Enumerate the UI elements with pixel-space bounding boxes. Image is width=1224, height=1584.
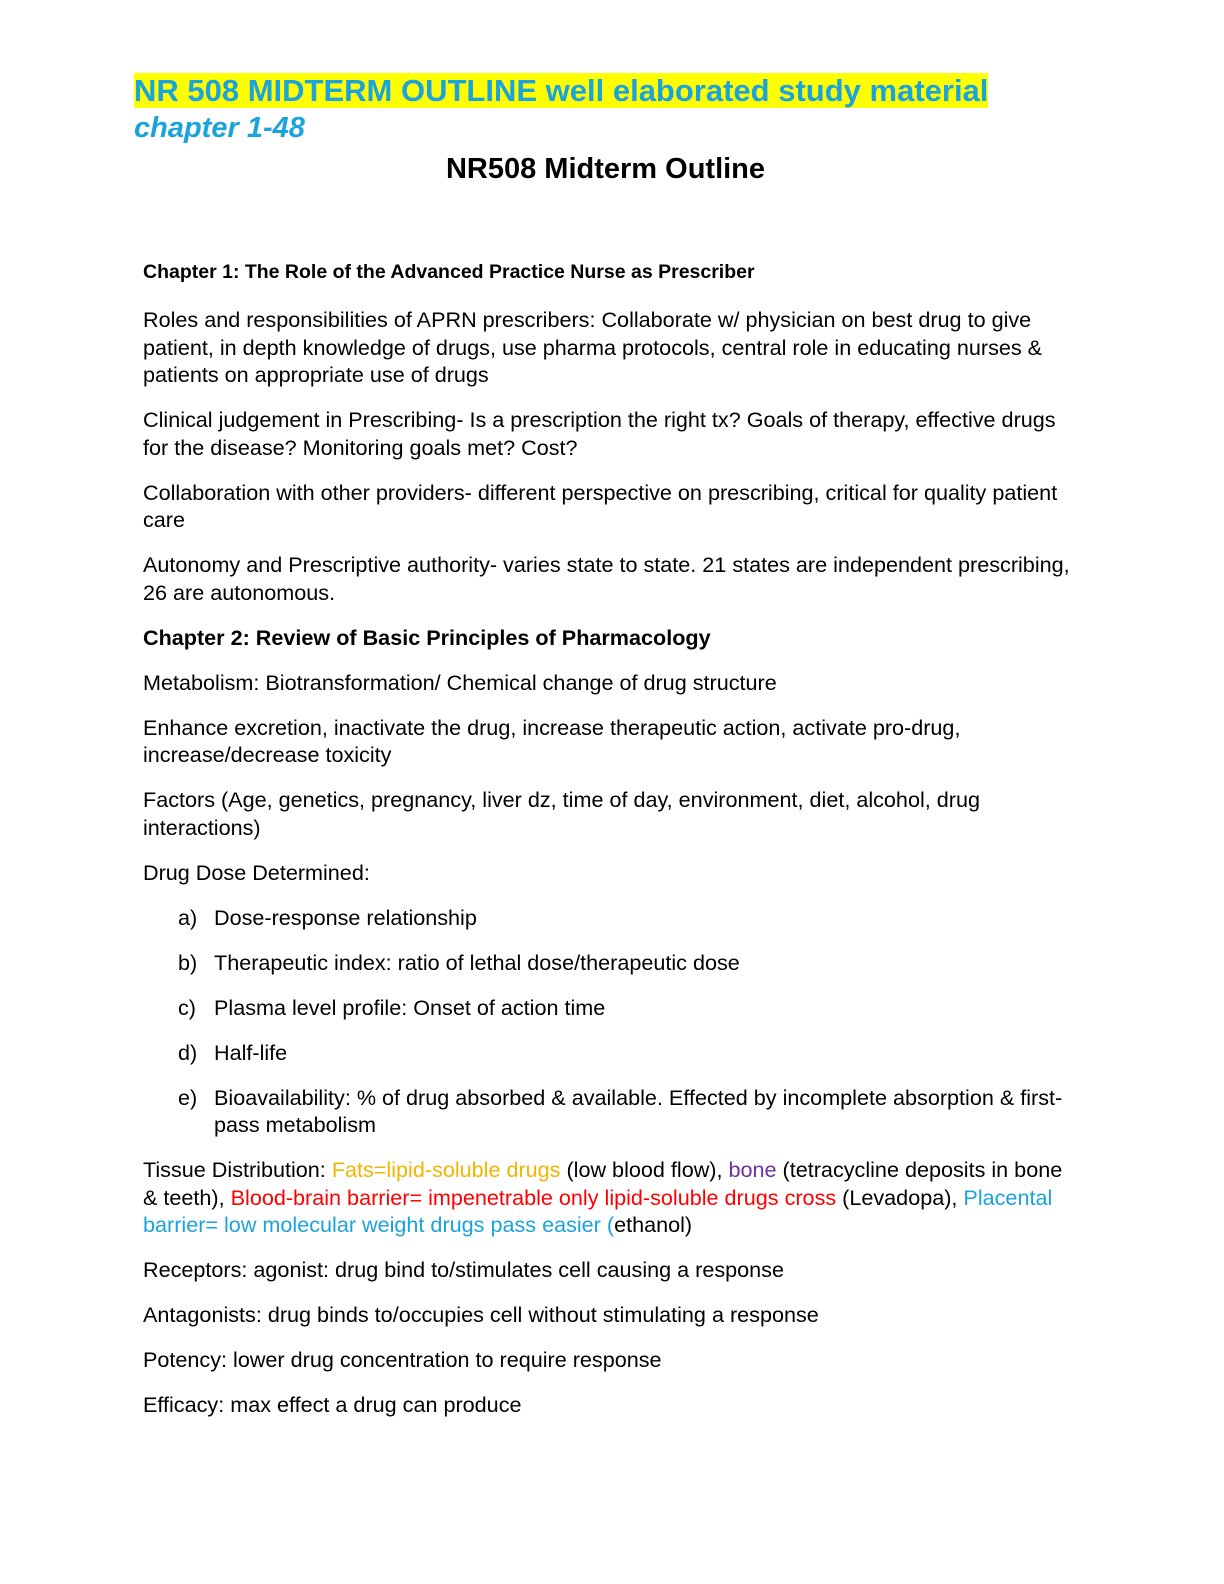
list-item: b) Therapeutic index: ratio of lethal dos… — [143, 949, 1073, 977]
chapter-2-paragraph-antagonists: Antagonists: drug binds to/occupies cell… — [143, 1302, 819, 1327]
chapter-2-paragraph-tissue-distribution: Tissue Distribution: Fats=lipid-soluble … — [143, 1156, 1073, 1239]
list-item: a) Dose-response relationship — [143, 904, 1073, 932]
dose-determinants-list: a) Dose-response relationship b) Therapeut… — [143, 904, 1073, 1139]
doc-banner-subtitle: chapter 1-48 — [134, 112, 305, 144]
list-marker: e) — [178, 1084, 198, 1110]
list-item-text: Dose-response relationship — [214, 904, 477, 930]
list-marker: d) — [178, 1039, 198, 1065]
tissue-placenta-after: ethanol) — [614, 1212, 693, 1237]
chapter-2-paragraph-receptors: Receptors: agonist: drug bind to/stimula… — [143, 1257, 784, 1282]
tissue-fats-highlight: Fats=lipid-soluble drugs — [331, 1157, 561, 1182]
tissue-bbb-after: (Levadopa), — [836, 1184, 964, 1210]
document-body: Chapter 1: The Role of the Advanced Prac… — [143, 256, 1073, 1436]
list-item-text: Plasma level profile: Onset of action ti… — [214, 994, 606, 1020]
chapter-1-paragraph-collaboration: Collaboration with other providers- diff… — [143, 479, 1058, 533]
tissue-placenta-highlight: Placental barrier= low molecular weight … — [143, 1184, 1053, 1238]
list-item: e) Bioavailability: % of drug absorbed & … — [143, 1084, 1073, 1139]
list-item: d) Half-life — [143, 1039, 1073, 1067]
list-item-text: Bioavailability: % of drug absorbed & av… — [214, 1084, 1063, 1138]
chapter-2-paragraph-potency: Potency: lower drug concentration to req… — [143, 1347, 662, 1372]
list-item-text: Half-life — [214, 1039, 288, 1065]
tissue-fats-after: (low blood flow), — [560, 1157, 729, 1182]
chapter-2-paragraph-efficacy: Efficacy: max effect a drug can produce — [143, 1392, 522, 1417]
tissue-bone-highlight: bone — [728, 1157, 777, 1182]
list-item-text: Therapeutic index: ratio of lethal dose/… — [214, 949, 740, 975]
chapter-2-paragraph-factors: Factors (Age, genetics, pregnancy, liver… — [143, 787, 980, 840]
chapter-1-paragraph-autonomy: Autonomy and Prescriptive authority- var… — [143, 552, 1070, 605]
list-marker: a) — [178, 904, 198, 930]
chapter-2-paragraph-excretion: Enhance excretion, inactivate the drug, … — [143, 714, 961, 768]
chapter-1-paragraph-clinical-judgement: Clinical judgement in Prescribing- Is a … — [143, 407, 1056, 460]
doc-title: NR508 Midterm Outline — [445, 153, 766, 185]
tissue-bbb-highlight: Blood-brain barrier= impenetrable only l… — [230, 1184, 837, 1210]
chapter-2-heading: Chapter 2: Review of Basic Principles of… — [143, 624, 711, 650]
chapter-1-heading: Chapter 1: The Role of the Advanced Prac… — [143, 261, 755, 283]
chapter-2-paragraph-metabolism: Metabolism: Biotransformation/ Chemical … — [143, 669, 777, 695]
chapter-1-paragraph-roles: Roles and responsibilities of APRN presc… — [143, 307, 1043, 387]
tissue-bone-after: (tetracycline deposits in bone & teeth), — [143, 1157, 1063, 1210]
list-item: c) Plasma level profile: Onset of action … — [143, 994, 1073, 1022]
tissue-lead: Tissue Distribution: — [143, 1157, 332, 1182]
chapter-2-paragraph-dose-determined: Drug Dose Determined: — [143, 859, 370, 885]
list-marker: b) — [178, 949, 198, 975]
banner-highlight: NR 508 MIDTERM OUTLINE well elaborated s… — [134, 73, 989, 108]
list-marker: c) — [178, 994, 196, 1020]
doc-banner: NR 508 MIDTERM OUTLINE well elaborated s… — [134, 72, 989, 110]
